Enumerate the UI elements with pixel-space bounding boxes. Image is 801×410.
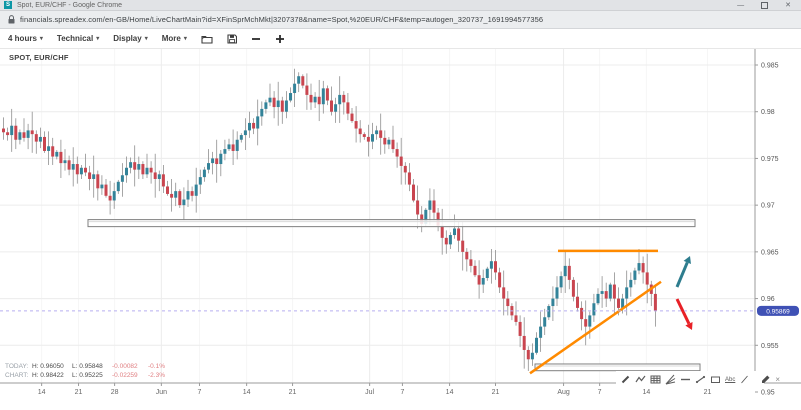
horizontal-line-tool-icon[interactable] — [680, 374, 691, 385]
close-button[interactable]: ✕ — [785, 1, 791, 9]
y-axis-label: 0.975 — [761, 156, 779, 163]
y-axis-label: 0.95 — [761, 390, 775, 397]
y-axis-label: 0.985 — [761, 63, 779, 70]
y-axis-label: 0.955 — [761, 343, 779, 350]
brush-tool-icon[interactable] — [760, 374, 771, 385]
y-axis-label: 0.97 — [761, 203, 775, 210]
x-axis-label: 21 — [492, 389, 500, 396]
x-axis-label: 28 — [111, 389, 119, 396]
trend-segment-tool-icon[interactable] — [695, 374, 706, 385]
url-text[interactable]: financials.spreadex.com/en-GB/Home/LiveC… — [20, 15, 544, 24]
zoom-in-icon[interactable] — [275, 34, 285, 44]
x-axis-label: 21 — [704, 389, 712, 396]
x-axis-label: 7 — [598, 389, 602, 396]
legend-today-label: TODAY: — [5, 363, 29, 370]
y-axis-label: 0.98 — [761, 109, 775, 116]
legend-today-change-pct: -0.1% — [148, 363, 165, 370]
pen-line-tool-icon[interactable] — [620, 374, 631, 385]
chart-area: 0.985 0.98 0.975 0.97 0.965 0.96 0.955 0.95 14 21… — [0, 49, 801, 410]
legend-chart-label: CHART: — [5, 372, 29, 379]
lower-range-box[interactable] — [534, 363, 701, 372]
zoom-out-icon[interactable] — [251, 34, 261, 44]
fib-grid-tool-icon[interactable] — [650, 374, 661, 385]
technical-menu-label: Technical — [56, 34, 94, 43]
maximize-button[interactable] — [761, 1, 769, 9]
bearish-scenario-arrow[interactable] — [675, 298, 693, 330]
legend-chart-low: L: 0.95225 — [72, 372, 103, 379]
legend-today-high: H: 0.96050 — [32, 363, 64, 370]
chart-toolbar: 4 hours ▾ Technical ▾ Display ▾ More ▾ — [0, 29, 801, 49]
x-axis-label: 21 — [75, 389, 83, 396]
x-axis-label: Jul — [365, 389, 374, 396]
legend-row-today: TODAY: H: 0.96050 L: 0.95848 -0.00082 -0… — [5, 362, 174, 371]
x-axis-label: Jun — [156, 389, 167, 396]
current-price-badge: 0.95869 — [757, 305, 799, 316]
chevron-down-icon: ▾ — [96, 36, 100, 42]
orange-trendline[interactable] — [529, 280, 662, 375]
minimize-button[interactable]: — — [737, 1, 745, 9]
window-title: Spot, EUR/CHF - Google Chrome — [17, 1, 123, 9]
more-menu-label: More — [161, 34, 181, 43]
x-axis-label: Aug — [557, 389, 570, 396]
x-axis-label: 14 — [446, 389, 454, 396]
zigzag-tool-icon[interactable] — [635, 374, 646, 385]
svg-text:0.95869: 0.95869 — [766, 308, 790, 315]
x-axis-label: 7 — [400, 389, 404, 396]
x-axis-label: 21 — [289, 389, 297, 396]
candlestick-series — [2, 68, 657, 371]
y-axis-label: 0.96 — [761, 296, 775, 303]
legend-chart-high: H: 0.98422 — [32, 372, 64, 379]
address-bar[interactable]: financials.spreadex.com/en-GB/Home/LiveC… — [0, 11, 801, 29]
chart-legend: TODAY: H: 0.96050 L: 0.95848 -0.00082 -0… — [5, 362, 174, 380]
legend-today-low: L: 0.95848 — [72, 363, 103, 370]
x-axis-label: 14 — [243, 389, 251, 396]
upper-range-box[interactable] — [87, 219, 696, 228]
padlock-icon[interactable] — [8, 15, 15, 24]
rectangle-tool-icon[interactable] — [710, 374, 721, 385]
save-chart-icon[interactable] — [227, 33, 237, 44]
open-chart-icon[interactable] — [201, 34, 213, 44]
text-tool-icon[interactable]: Abc — [725, 376, 736, 383]
chart-symbol-label: SPOT, EUR/CHF — [9, 53, 69, 62]
site-favicon-icon: S — [4, 1, 12, 9]
drawing-toolbar: Abc × — [616, 371, 780, 388]
drawing-toolbar-close-icon[interactable]: × — [775, 374, 781, 384]
y-axis-label: 0.965 — [761, 249, 779, 256]
timeframe-menu-label: 4 hours — [8, 34, 37, 43]
legend-today-change: -0.00082 — [112, 363, 138, 370]
timeframe-menu[interactable]: 4 hours ▾ — [8, 34, 43, 43]
chevron-down-icon: ▾ — [39, 36, 43, 42]
legend-chart-change-pct: -2.3% — [148, 372, 165, 379]
browser-titlebar: S Spot, EUR/CHF - Google Chrome — ✕ — [0, 0, 801, 11]
diagonal-line-tool-icon[interactable] — [739, 374, 750, 385]
x-axis-label: 7 — [198, 389, 202, 396]
legend-row-chart: CHART: H: 0.98422 L: 0.95225 -0.02259 -2… — [5, 371, 174, 380]
more-menu[interactable]: More ▾ — [162, 34, 187, 43]
x-axis-label: 14 — [38, 389, 46, 396]
display-menu-label: Display — [113, 34, 142, 43]
bullish-scenario-arrow[interactable] — [675, 256, 691, 288]
price-chart[interactable]: 0.985 0.98 0.975 0.97 0.965 0.96 0.955 0.95 14 21… — [0, 49, 801, 410]
chevron-down-icon: ▾ — [183, 36, 187, 42]
chevron-down-icon: ▾ — [144, 36, 148, 42]
x-axis-label: 14 — [642, 389, 650, 396]
legend-chart-change: -0.02259 — [112, 372, 138, 379]
window-controls: — ✕ — [737, 1, 801, 9]
fan-lines-tool-icon[interactable] — [665, 374, 676, 385]
display-menu[interactable]: Display ▾ — [113, 34, 147, 43]
technical-menu[interactable]: Technical ▾ — [57, 34, 99, 43]
